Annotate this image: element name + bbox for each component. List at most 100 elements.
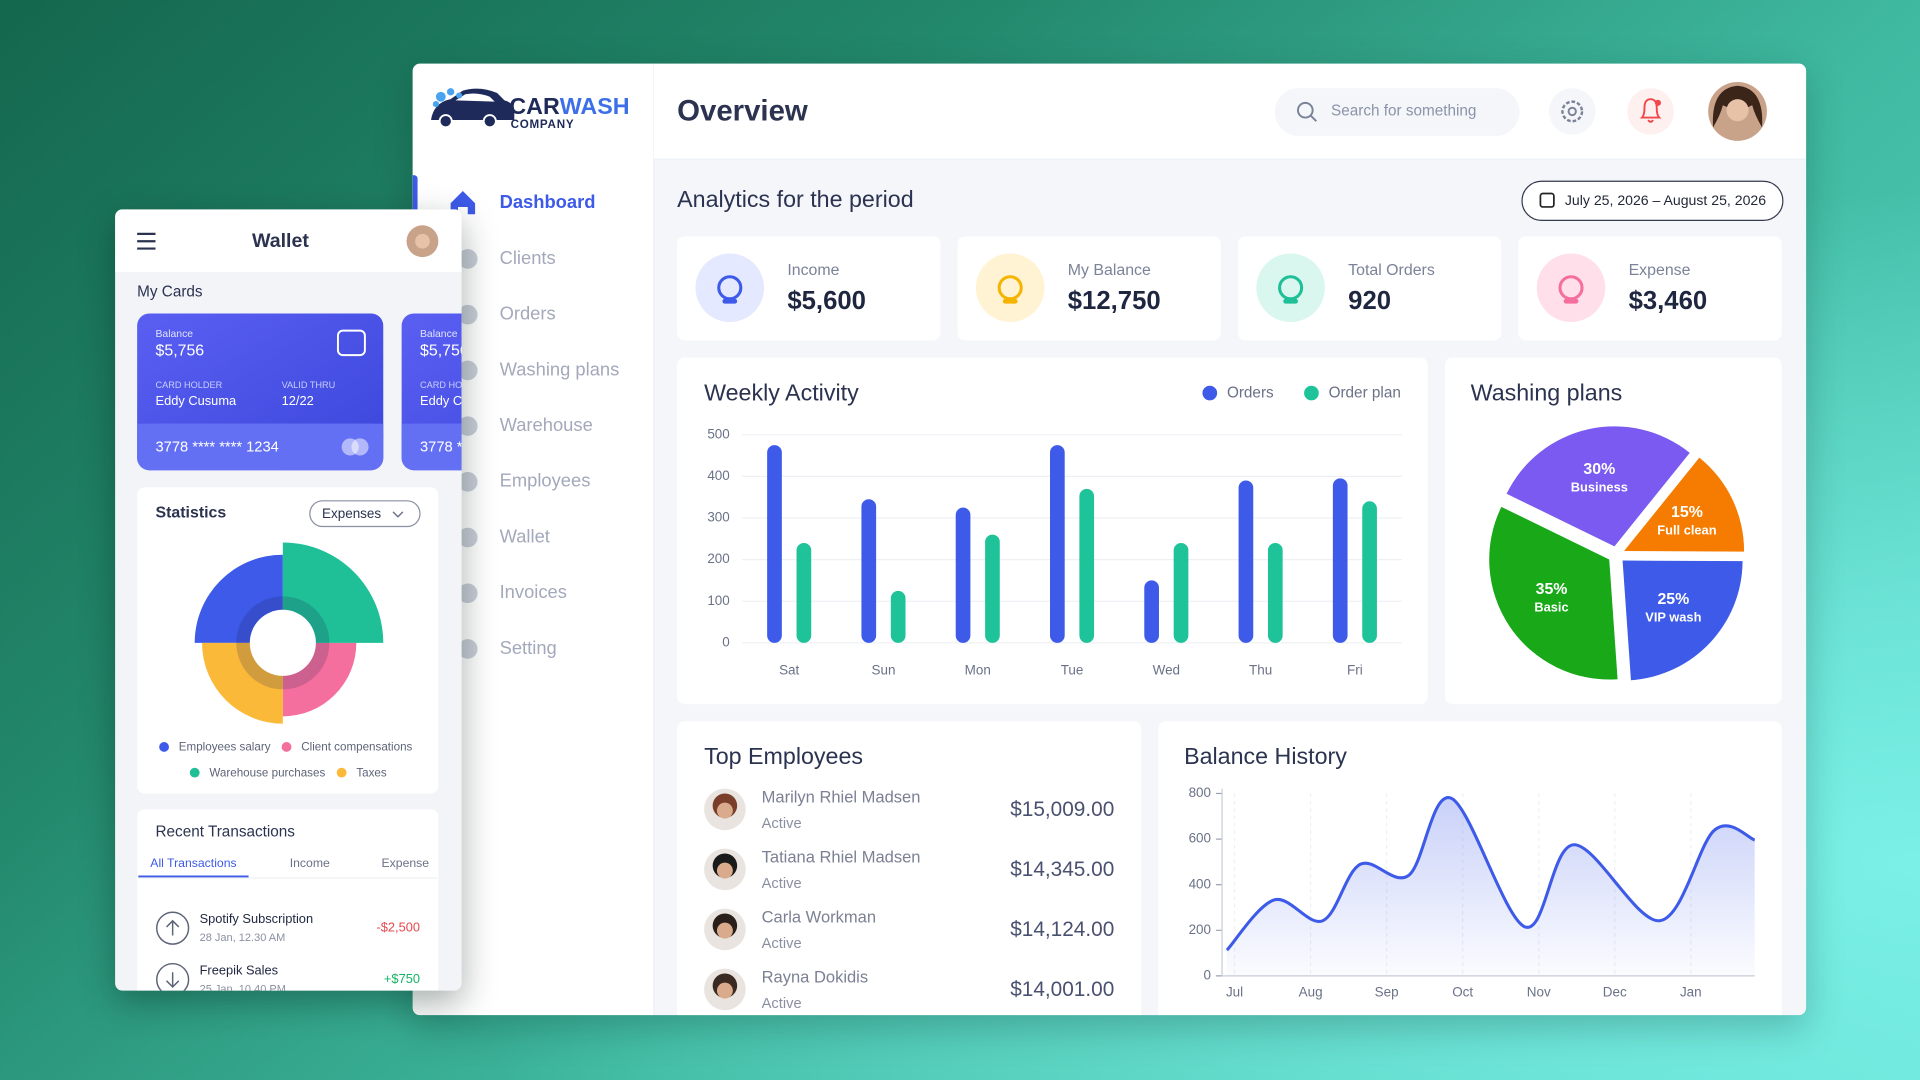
x-tick-label: Sun [872, 663, 896, 678]
area-fill [1226, 797, 1755, 976]
bar [1144, 580, 1159, 643]
bar [985, 534, 1000, 643]
y-tick-label: 100 [707, 593, 729, 608]
phone-title: Wallet [252, 230, 309, 252]
nav-item[interactable]: Washing plans [500, 358, 620, 379]
transaction-icon [156, 911, 190, 945]
header-bar [653, 63, 1807, 160]
logo-wheel [438, 114, 453, 129]
x-tick-label: Thu [1249, 663, 1272, 678]
legend-marker [1202, 385, 1218, 401]
date-range-picker[interactable] [1521, 180, 1784, 222]
x-tick-label: Fri [1347, 663, 1363, 678]
tab[interactable]: All Transactions [150, 856, 236, 870]
stat-value: $5,600 [787, 287, 866, 315]
panel-title: Top Employees [704, 743, 863, 769]
legend-label: Warehouse purchases [209, 766, 325, 779]
notification-button[interactable] [1627, 88, 1674, 135]
transaction-amount: -$2,500 [376, 920, 420, 935]
nav-icon [457, 360, 478, 381]
x-tick-label: Tue [1061, 663, 1084, 678]
stat-icon [722, 298, 738, 304]
card-label: CARD HOLDER [420, 380, 462, 390]
nav-item[interactable]: Wallet [500, 525, 550, 546]
y-tick-label: 500 [707, 426, 729, 441]
bar [955, 507, 971, 643]
line [1225, 796, 1756, 952]
filter-value: Expenses [322, 506, 381, 521]
search-icon [1296, 101, 1314, 119]
employee-amount: $15,009.00 [1010, 798, 1114, 821]
card-number: 3778 **** **** 1234 [420, 439, 462, 455]
stat-icon-bg [695, 253, 765, 323]
y-tick-label: 400 [707, 468, 729, 483]
employee-name: Rayna Dokidis [762, 968, 868, 987]
brand-name-a: CAR [509, 93, 560, 119]
x-tick-label: Wed [1153, 663, 1180, 678]
brand-name-b: WASH [560, 93, 630, 119]
nav-item[interactable]: Employees [500, 470, 591, 491]
card-holder: Eddy Cusuma [156, 393, 238, 408]
transaction-name: Spotify Subscription [200, 911, 314, 926]
filter-dropdown[interactable] [309, 500, 421, 528]
nav-icon [457, 472, 478, 492]
employee-status: Active [762, 816, 802, 832]
transactions-panel [137, 809, 439, 991]
profile-avatar-face [1726, 99, 1749, 122]
stat-value: 920 [1348, 287, 1391, 315]
nav-item[interactable]: Dashboard [500, 191, 596, 212]
transaction-date: 28 Jan, 12.30 AM [200, 932, 286, 944]
nav-item[interactable]: Warehouse [500, 414, 593, 435]
bar [1173, 542, 1189, 643]
employee-name: Tatiana Rhiel Madsen [762, 848, 921, 867]
section-title: Recent Transactions [156, 824, 296, 841]
tab[interactable]: Income [290, 856, 330, 870]
chart-title: Weekly Activity [704, 379, 859, 405]
pie-slice [1624, 457, 1745, 552]
search-box[interactable] [1274, 88, 1520, 136]
legend-label: Employees salary [179, 741, 271, 754]
stat-label: Expense [1629, 262, 1691, 279]
bar [1050, 445, 1065, 643]
y-tick-label: 600 [1189, 831, 1211, 846]
card-balance: $5,756 [420, 343, 462, 360]
nav-icon [457, 416, 478, 436]
nav-item[interactable]: Orders [500, 303, 556, 324]
bar [1362, 501, 1377, 643]
employee-avatar-face [716, 982, 733, 999]
logo-wheel [482, 114, 497, 129]
tab[interactable]: Expense [381, 856, 429, 870]
legend-label: Taxes [356, 766, 387, 779]
card-label: Balance [420, 329, 458, 340]
date-range: July 25, 2026 – August 25, 2026 [1565, 192, 1766, 208]
nav-icon [457, 527, 478, 548]
bar [767, 445, 782, 643]
section-title: My Cards [137, 284, 203, 301]
bar [861, 499, 877, 643]
polar-hole [249, 609, 316, 676]
card-valid: 12/22 [282, 393, 314, 408]
dashboard-window: CARWASH COMPANY Dashboard Clients Orders Wash… [412, 63, 1807, 1016]
stat-icon-bg [1536, 253, 1606, 323]
settings-button[interactable] [1548, 88, 1596, 135]
y-tick-label: 0 [1204, 967, 1211, 982]
calendar-icon [1539, 192, 1555, 208]
brand-name: CARWASH [509, 93, 629, 119]
legend-marker [189, 767, 200, 778]
employee-amount: $14,345.00 [1010, 858, 1114, 881]
y-tick-label: 400 [1189, 876, 1211, 891]
pie-category-label: Business [1571, 480, 1628, 495]
nav-item[interactable]: Invoices [500, 581, 567, 602]
nav-icon [457, 249, 478, 269]
x-tick-label: Dec [1603, 985, 1627, 1000]
pie-value-label: 35% [1536, 581, 1568, 598]
nav-item[interactable]: Clients [500, 247, 556, 268]
card-label: CARD HOLDER [156, 380, 223, 390]
x-tick-label: Oct [1452, 985, 1473, 1000]
polar-wedge [282, 542, 384, 643]
stat-value: $12,750 [1068, 287, 1161, 315]
transaction-date: 25 Jan, 10.40 PM [200, 983, 286, 990]
nav-item[interactable]: Setting [500, 637, 557, 658]
